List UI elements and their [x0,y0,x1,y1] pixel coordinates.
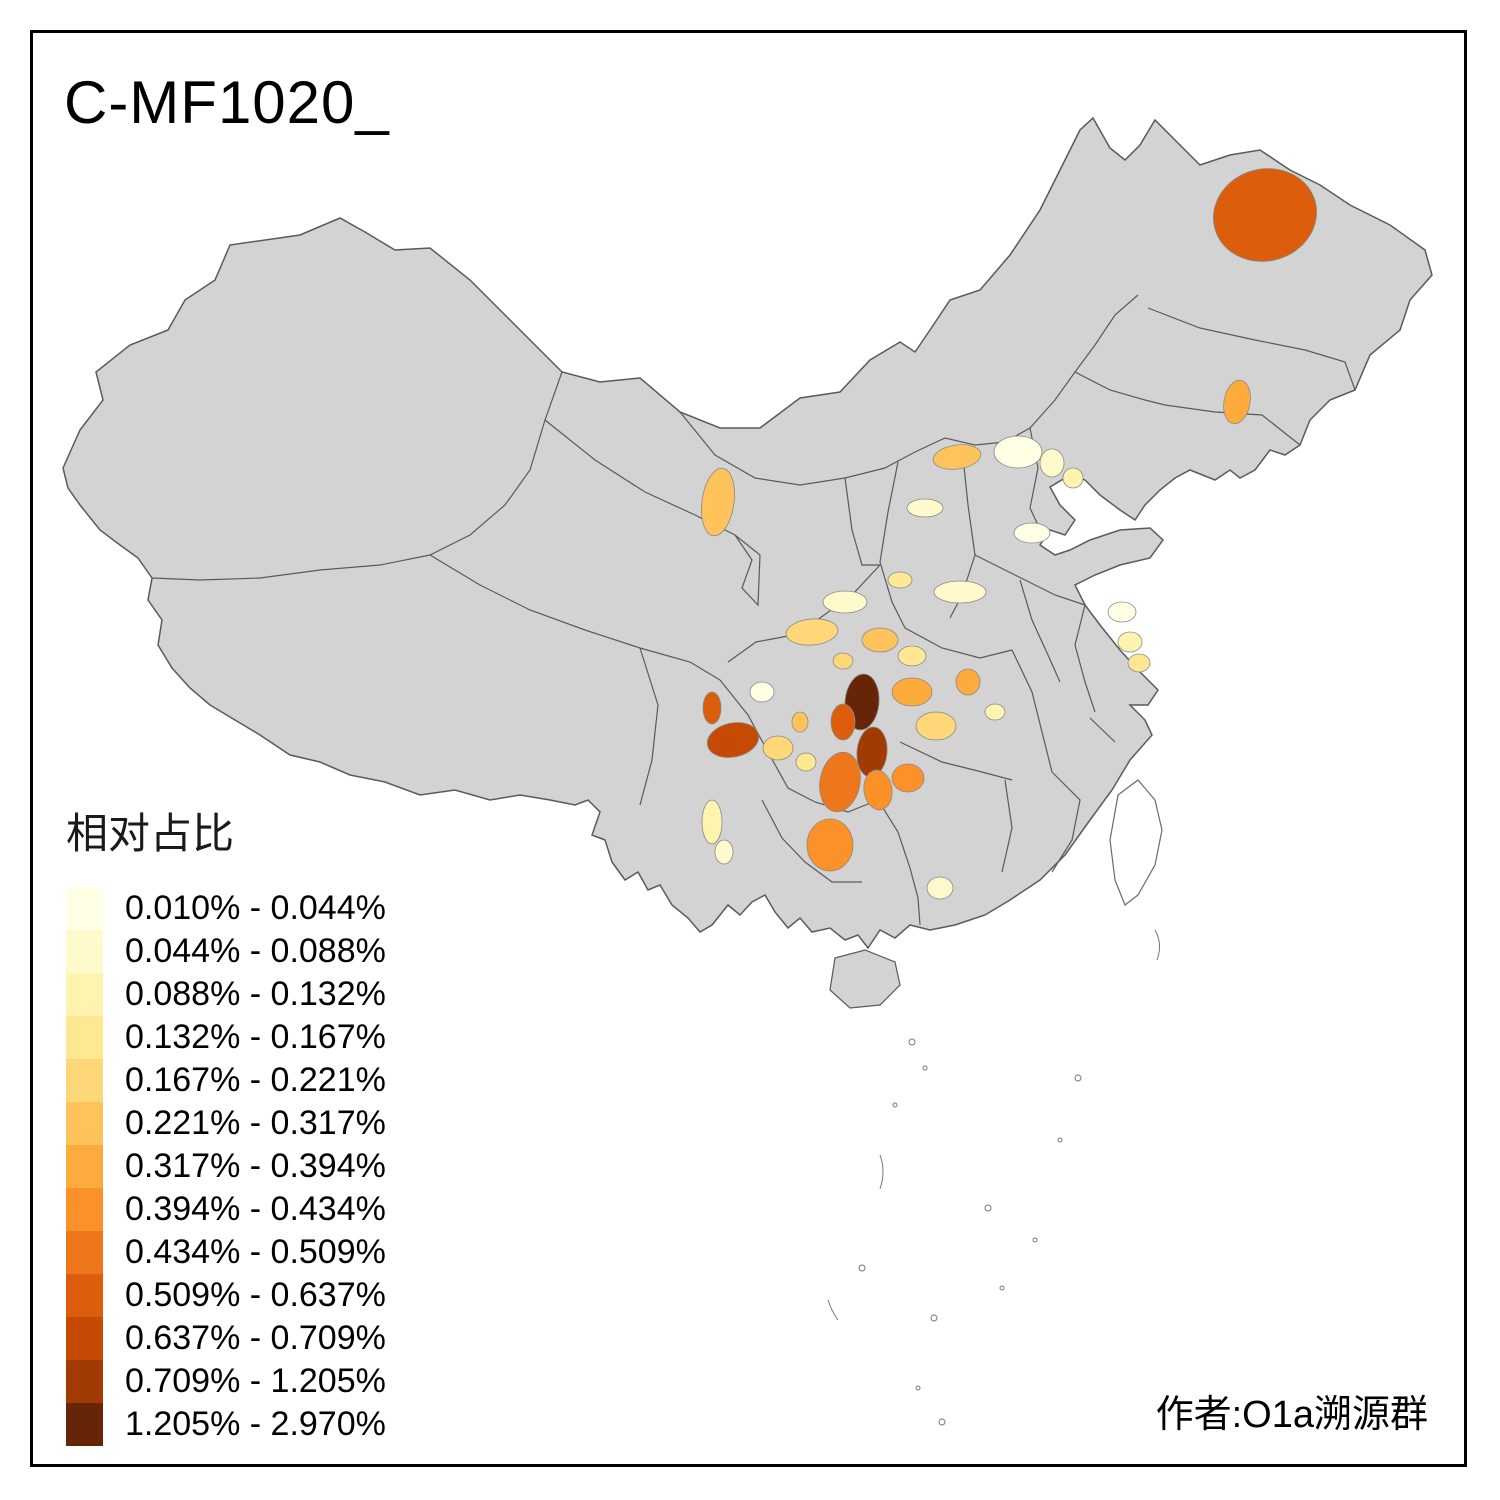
map-region [984,703,1006,721]
legend-row: 0.317% - 0.394% [66,1145,486,1188]
map-region [887,571,913,589]
legend-row: 0.221% - 0.317% [66,1102,486,1145]
map-region [785,618,839,646]
map-region [891,677,933,707]
author-credit: 作者:O1a溯源群 [1155,1394,1428,1436]
map-region [832,652,854,670]
legend-swatch [66,930,103,973]
legend-label: 0.010% - 0.044% [125,889,386,927]
map-region [791,711,809,733]
map-region [1107,601,1137,623]
legend-swatch [66,887,103,930]
map-region [932,444,982,470]
map-region [926,876,954,900]
legend-label: 0.132% - 0.167% [125,1018,386,1056]
sea-islands [827,929,1161,1426]
page-title: C-MF1020_ [64,69,390,136]
legend: 相对占比 0.010% - 0.044% 0.044% - 0.088% 0.088… [66,800,486,1446]
legend-row: 0.434% - 0.509% [66,1231,486,1274]
map-region [1062,467,1084,489]
legend-swatch [66,1231,103,1274]
legend-label: 1.205% - 2.970% [125,1405,386,1443]
legend-row: 0.394% - 0.434% [66,1188,486,1231]
map-region [806,818,854,872]
legend-swatch [66,973,103,1016]
legend-row: 0.637% - 0.709% [66,1317,486,1360]
map-region [861,627,899,653]
map-region [830,703,856,741]
legend-swatch [66,1317,103,1360]
map-region [701,467,735,537]
legend-swatch [66,1102,103,1145]
legend-row: 0.088% - 0.132% [66,973,486,1016]
map-region [933,580,987,604]
mainland-outline [62,116,1433,950]
map-region [1039,448,1065,478]
map-region [762,735,794,761]
legend-swatch [66,1016,103,1059]
map-region [993,435,1043,469]
legend-swatch [66,1188,103,1231]
legend-label: 0.637% - 0.709% [125,1319,386,1357]
legend-row: 0.044% - 0.088% [66,930,486,973]
legend-swatch [66,1360,103,1403]
map-region [955,668,981,696]
map-region [819,751,861,813]
legend-title: 相对占比 [66,810,235,857]
legend-row: 0.709% - 1.205% [66,1360,486,1403]
taiwan-island [1109,779,1163,906]
legend-swatch [66,1145,103,1188]
legend-row: 0.132% - 0.167% [66,1016,486,1059]
map-region [795,752,817,772]
map-region [701,799,723,845]
map-region [702,691,722,725]
legend-row: 0.167% - 0.221% [66,1059,486,1102]
map-region [1223,379,1251,425]
legend-swatch [66,1274,103,1317]
map-region [822,590,868,614]
legend-row: 0.010% - 0.044% [66,887,486,930]
map-region [749,681,775,703]
legend-label: 0.434% - 0.509% [125,1233,386,1271]
map-region [906,498,944,518]
map-region [1013,522,1051,544]
map-region [915,711,957,741]
legend-label: 0.317% - 0.394% [125,1147,386,1185]
map-region [863,769,893,811]
legend-label: 0.221% - 0.317% [125,1104,386,1142]
legend-label: 0.394% - 0.434% [125,1190,386,1228]
map-region [897,645,927,667]
legend-label: 0.044% - 0.088% [125,932,386,970]
legend-row: 1.205% - 2.970% [66,1403,486,1446]
legend-label: 0.509% - 0.637% [125,1276,386,1314]
legend-label: 0.709% - 1.205% [125,1362,386,1400]
hainan-island [829,949,901,1009]
map-region [1127,653,1151,673]
legend-swatch [66,1059,103,1102]
map-region [706,722,760,758]
map-region [714,839,734,865]
map-region [1117,631,1143,653]
legend-label: 0.088% - 0.132% [125,975,386,1013]
map-region [1212,168,1318,262]
legend-rows: 0.010% - 0.044% 0.044% - 0.088% 0.088% - 0… [66,887,486,1446]
choropleth-regions [701,168,1318,900]
legend-label: 0.167% - 0.221% [125,1061,386,1099]
legend-row: 0.509% - 0.637% [66,1274,486,1317]
legend-swatch [66,1403,103,1446]
map-region [891,763,925,793]
